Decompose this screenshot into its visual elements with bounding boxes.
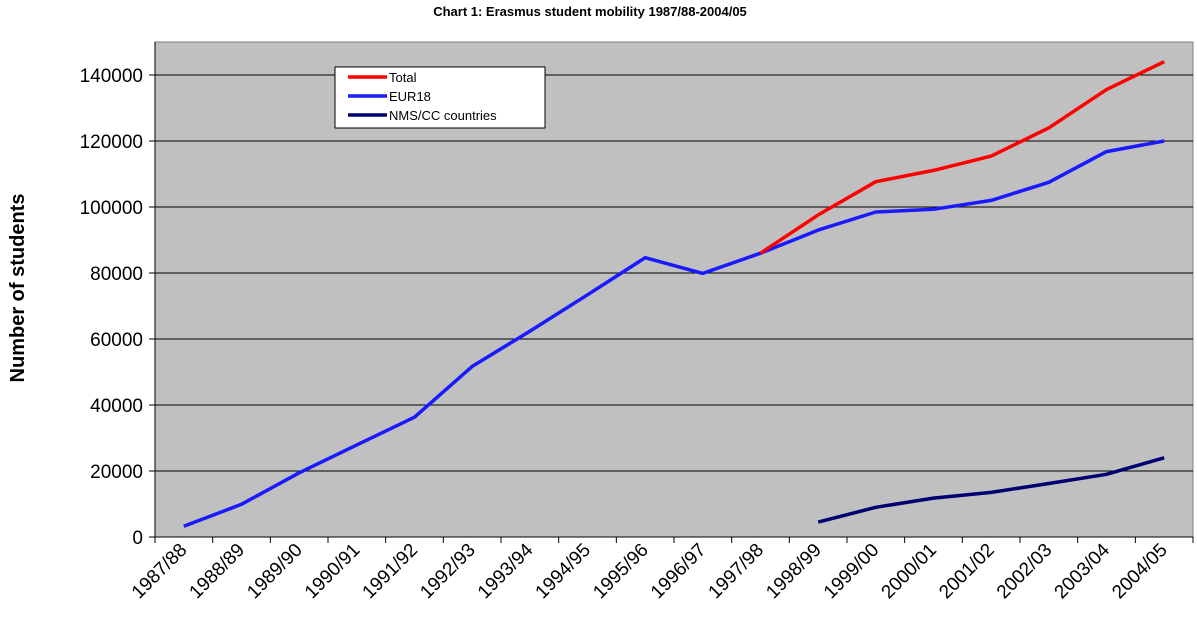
y-tick-label: 20000	[90, 462, 143, 483]
y-tick-label: 0	[132, 528, 143, 549]
y-tick-label: 100000	[80, 198, 143, 219]
x-tick-label: 1997/98	[705, 540, 768, 603]
legend: Total EUR18 NMS/CC countries	[334, 66, 546, 129]
x-tick-label: 1989/90	[243, 540, 306, 603]
x-tick-label: 2000/01	[878, 540, 941, 603]
y-tick-label: 60000	[90, 330, 143, 351]
series-line	[183, 139, 1165, 528]
legend-label: EUR18	[389, 89, 431, 104]
x-tick-label: 1988/89	[186, 540, 249, 603]
x-tick-label: 1991/92	[359, 540, 422, 603]
x-tick-label: 2004/05	[1108, 540, 1171, 603]
y-tick-label: 140000	[80, 66, 143, 87]
y-tick-label: 40000	[90, 396, 143, 417]
chart-title: Chart 1: Erasmus student mobility 1987/8…	[433, 4, 747, 19]
y-tick-label: 80000	[90, 264, 143, 285]
legend-label: Total	[389, 70, 417, 85]
x-tick-label: 2001/02	[935, 540, 998, 603]
x-tick-label: 1998/99	[762, 540, 825, 603]
x-tick-label: 1996/97	[647, 540, 710, 603]
x-tick-label: 1999/00	[820, 540, 883, 603]
x-tick-label: 2002/03	[993, 540, 1056, 603]
series-line	[759, 60, 1165, 255]
legend-label: NMS/CC countries	[389, 108, 497, 123]
x-tick-label: 1994/95	[532, 540, 595, 603]
x-tick-label: 1990/91	[301, 540, 364, 603]
x-tick-label: 2003/04	[1051, 539, 1115, 603]
x-tick-label: 1993/94	[474, 539, 538, 603]
y-tick-label: 120000	[80, 132, 143, 153]
x-tick-label: 1987/88	[128, 540, 191, 603]
x-tick-label: 1995/96	[589, 540, 652, 603]
y-axis-label: Number of students	[7, 194, 29, 383]
x-tick-label: 1992/93	[416, 540, 479, 603]
series-line	[817, 456, 1165, 524]
plot-area	[154, 41, 1194, 538]
